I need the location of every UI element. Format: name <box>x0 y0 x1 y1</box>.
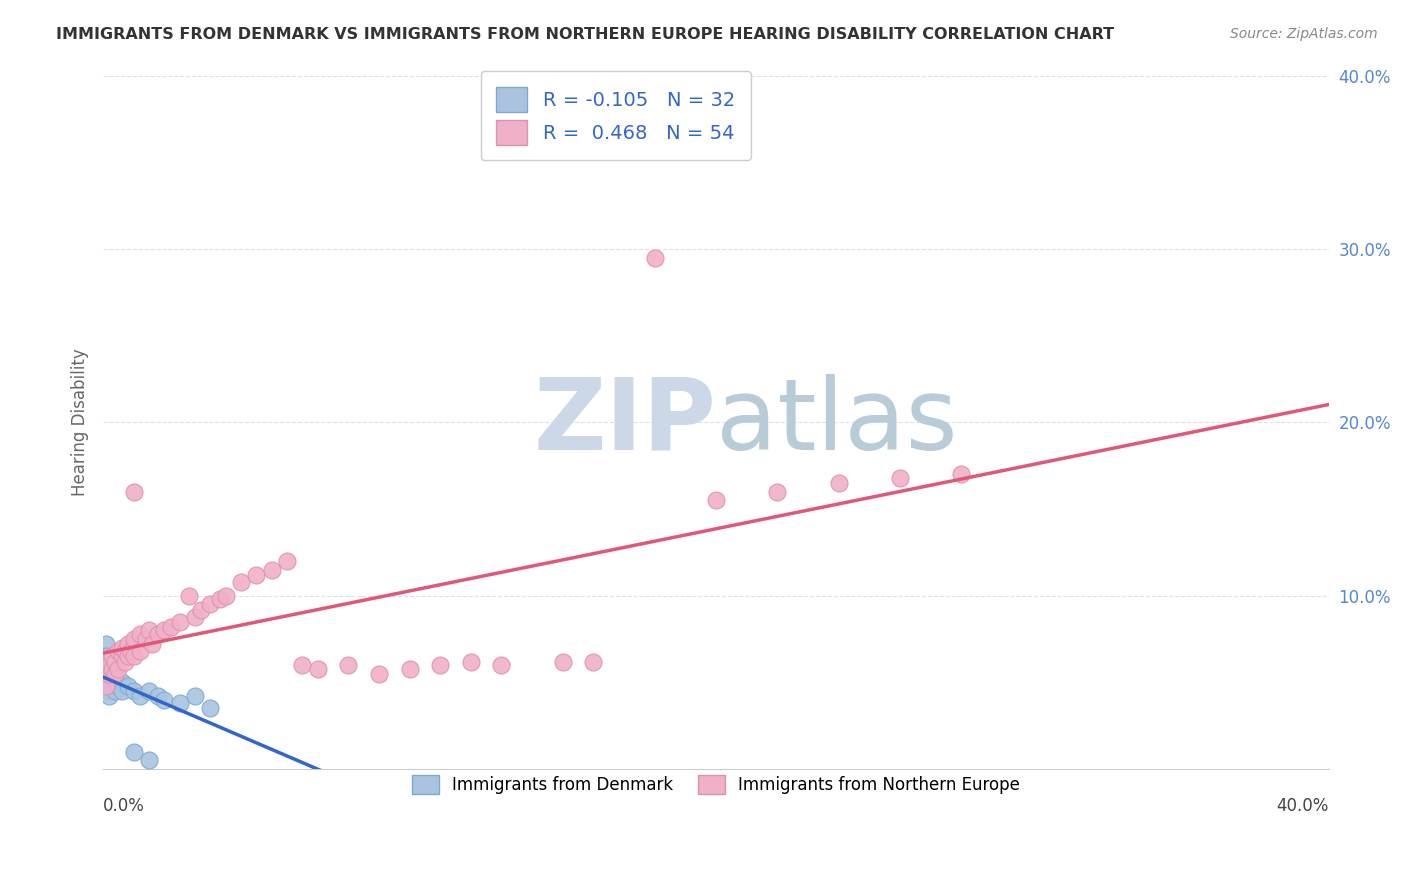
Point <box>148 627 170 641</box>
Point <box>122 649 145 664</box>
Point <box>98 684 121 698</box>
Point <box>101 666 124 681</box>
Point <box>110 640 132 655</box>
Point <box>138 753 160 767</box>
Point <box>889 471 911 485</box>
Point <box>582 655 605 669</box>
Point <box>122 484 145 499</box>
Text: 0.0%: 0.0% <box>103 797 145 814</box>
Point <box>704 493 727 508</box>
Text: Source: ZipAtlas.com: Source: ZipAtlas.com <box>1230 27 1378 41</box>
Point <box>107 661 129 675</box>
Point <box>101 661 124 675</box>
Point <box>104 666 127 681</box>
Point <box>153 692 176 706</box>
Point <box>200 598 222 612</box>
Y-axis label: Hearing Disability: Hearing Disability <box>72 349 89 496</box>
Point <box>148 690 170 704</box>
Point <box>135 632 157 646</box>
Point <box>827 475 849 490</box>
Point <box>337 658 360 673</box>
Point <box>122 684 145 698</box>
Point <box>491 658 513 673</box>
Point <box>122 632 145 646</box>
Point <box>551 655 574 669</box>
Point <box>104 655 127 669</box>
Point <box>200 701 222 715</box>
Point <box>644 251 666 265</box>
Point <box>104 675 127 690</box>
Point <box>98 658 121 673</box>
Point <box>184 690 207 704</box>
Point <box>138 624 160 638</box>
Point <box>229 574 252 589</box>
Point <box>107 672 129 686</box>
Point <box>98 690 121 704</box>
Point <box>184 609 207 624</box>
Point <box>129 627 152 641</box>
Point <box>367 666 389 681</box>
Point <box>129 644 152 658</box>
Point <box>153 624 176 638</box>
Point <box>766 484 789 499</box>
Point <box>104 666 127 681</box>
Point <box>114 655 136 669</box>
Point <box>96 679 118 693</box>
Point <box>110 675 132 690</box>
Point <box>96 666 118 681</box>
Point <box>117 649 139 664</box>
Point <box>190 602 212 616</box>
Point <box>307 661 329 675</box>
Text: 40.0%: 40.0% <box>1277 797 1329 814</box>
Point <box>122 745 145 759</box>
Point <box>101 679 124 693</box>
Point <box>169 696 191 710</box>
Point <box>114 644 136 658</box>
Point <box>120 644 142 658</box>
Point <box>107 679 129 693</box>
Point <box>98 666 121 681</box>
Legend: Immigrants from Denmark, Immigrants from Northern Europe: Immigrants from Denmark, Immigrants from… <box>404 766 1028 803</box>
Point <box>245 567 267 582</box>
Point <box>159 620 181 634</box>
Text: ZIP: ZIP <box>533 374 716 471</box>
Point <box>129 690 152 704</box>
Point <box>169 615 191 629</box>
Point <box>398 661 420 675</box>
Point <box>950 467 973 482</box>
Point <box>98 666 121 681</box>
Point <box>208 592 231 607</box>
Text: atlas: atlas <box>716 374 957 471</box>
Point <box>117 637 139 651</box>
Point <box>107 644 129 658</box>
Point <box>260 563 283 577</box>
Point <box>460 655 482 669</box>
Point <box>104 684 127 698</box>
Point <box>291 658 314 673</box>
Point <box>215 589 238 603</box>
Point <box>101 649 124 664</box>
Point <box>101 661 124 675</box>
Point <box>117 679 139 693</box>
Point <box>276 554 298 568</box>
Point <box>98 658 121 673</box>
Point <box>96 649 118 664</box>
Point <box>96 661 118 675</box>
Point <box>110 649 132 664</box>
Point <box>98 672 121 686</box>
Point <box>110 684 132 698</box>
Point <box>138 684 160 698</box>
Point <box>96 637 118 651</box>
Point <box>98 679 121 693</box>
Text: IMMIGRANTS FROM DENMARK VS IMMIGRANTS FROM NORTHERN EUROPE HEARING DISABILITY CO: IMMIGRANTS FROM DENMARK VS IMMIGRANTS FR… <box>56 27 1115 42</box>
Point <box>429 658 451 673</box>
Point <box>177 589 200 603</box>
Point <box>141 637 163 651</box>
Point <box>101 672 124 686</box>
